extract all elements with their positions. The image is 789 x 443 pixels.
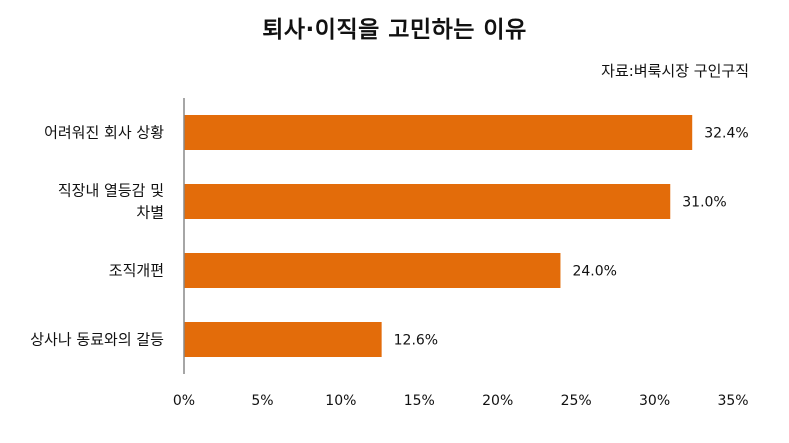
x-tick-label: 5%	[251, 393, 273, 409]
data-label-4: 12.6%	[394, 333, 438, 349]
x-tick-label: 30%	[639, 393, 670, 409]
chart-title: 퇴사·이직을 고민하는 이유	[262, 17, 527, 43]
x-tick-label: 25%	[561, 393, 592, 409]
bar-2	[184, 184, 671, 219]
x-tick-label: 35%	[717, 393, 748, 409]
chart-source: 자료:벼룩시장 구인구직	[601, 62, 749, 80]
x-tick-label: 10%	[325, 393, 356, 409]
data-label-2: 31.0%	[682, 195, 726, 211]
x-tick-label: 15%	[404, 393, 435, 409]
bar-1	[184, 115, 693, 150]
category-label-1: 어려워진 회사 상황	[44, 124, 164, 142]
data-label-1: 32.4%	[704, 126, 748, 142]
bar-4	[184, 322, 382, 357]
data-label-3: 24.0%	[572, 264, 616, 280]
x-tick-label: 0%	[173, 393, 195, 409]
x-tick-label: 20%	[482, 393, 513, 409]
category-label-4: 상사나 동료와의 갈등	[30, 331, 164, 349]
category-label-line: 상사나 동료와의 갈등	[30, 331, 164, 349]
category-label-line: 어려워진 회사 상황	[44, 124, 164, 142]
bar-3	[184, 253, 561, 288]
category-label-line: 차별	[136, 204, 164, 222]
category-label-line: 직장내 열등감 및	[58, 182, 164, 200]
category-label-line: 조직개편	[109, 262, 164, 280]
category-label-3: 조직개편	[109, 262, 164, 280]
